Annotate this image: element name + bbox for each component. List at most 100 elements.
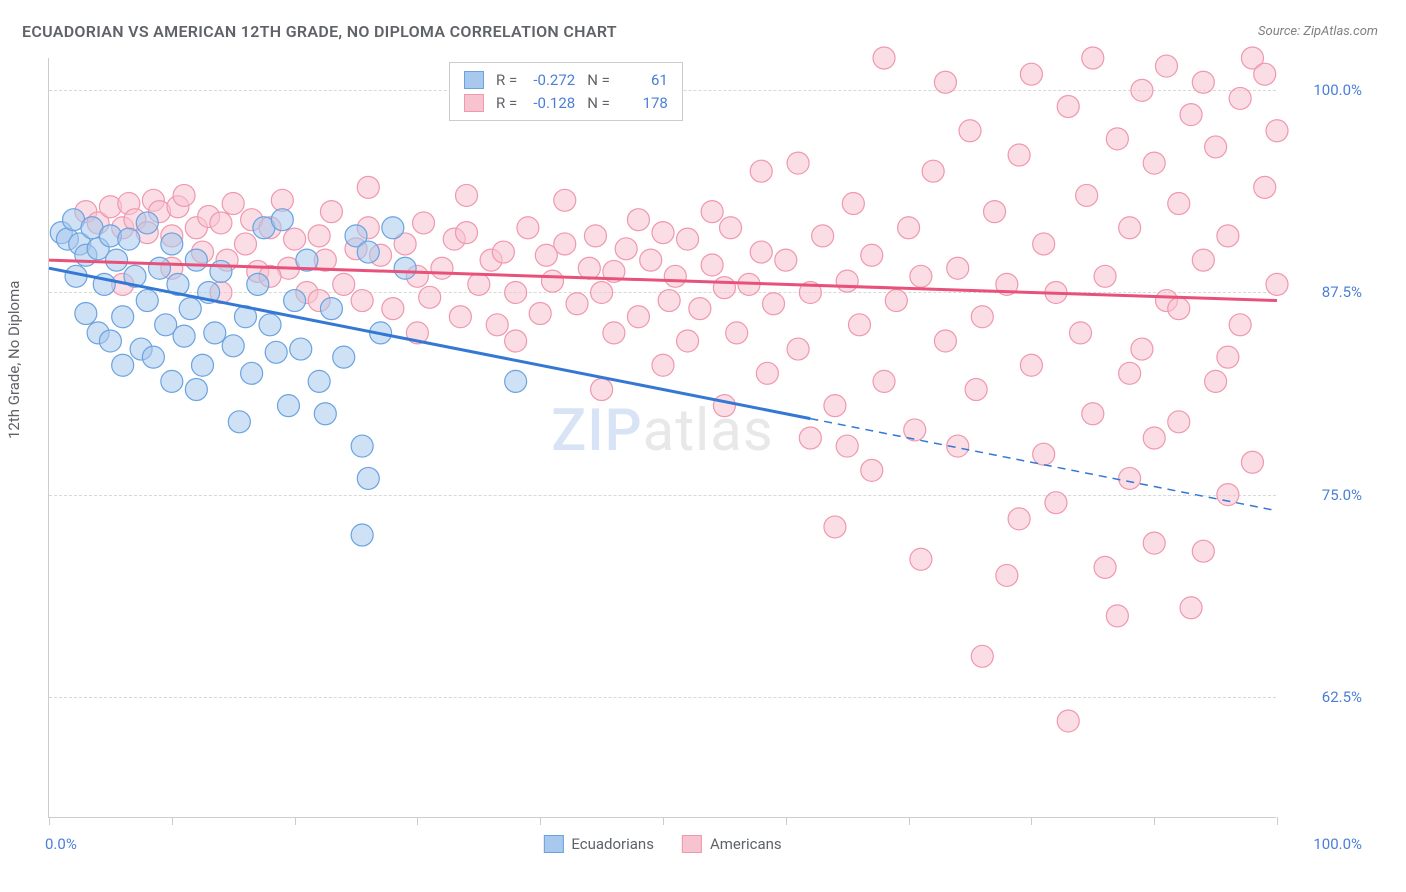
scatter-point xyxy=(1119,217,1141,239)
scatter-point xyxy=(566,293,588,315)
scatter-point xyxy=(1229,87,1251,109)
scatter-point xyxy=(1143,427,1165,449)
scatter-point xyxy=(1266,273,1288,295)
scatter-point xyxy=(486,314,508,336)
scatter-point xyxy=(1070,322,1092,344)
scatter-point xyxy=(431,257,453,279)
scatter-point xyxy=(627,209,649,231)
scatter-point xyxy=(1131,79,1153,101)
scatter-point xyxy=(1076,184,1098,206)
scatter-point xyxy=(234,233,256,255)
scatter-point xyxy=(228,411,250,433)
r-value-2: -0.128 xyxy=(525,92,575,115)
scatter-point xyxy=(456,222,478,244)
scatter-point xyxy=(1168,298,1190,320)
x-tick xyxy=(1031,817,1032,825)
scatter-point xyxy=(1229,314,1251,336)
scatter-point xyxy=(357,241,379,263)
scatter-point xyxy=(357,467,379,489)
scatter-point xyxy=(898,217,920,239)
bottom-legend-item-2: Americans xyxy=(682,835,782,853)
scatter-point xyxy=(996,564,1018,586)
scatter-point xyxy=(351,435,373,457)
scatter-point xyxy=(713,277,735,299)
x-axis-min-label: 0.0% xyxy=(45,835,77,853)
scatter-point xyxy=(308,370,330,392)
scatter-point xyxy=(277,395,299,417)
scatter-point xyxy=(1020,354,1042,376)
scatter-point xyxy=(142,346,164,368)
scatter-point xyxy=(959,120,981,142)
scatter-point xyxy=(247,273,269,295)
scatter-point xyxy=(517,217,539,239)
scatter-point xyxy=(161,370,183,392)
scatter-point xyxy=(136,290,158,312)
scatter-point xyxy=(1119,467,1141,489)
scatter-point xyxy=(185,249,207,271)
scatter-point xyxy=(413,212,435,234)
y-axis-title: 12th Grade, No Diploma xyxy=(5,281,23,439)
scatter-point xyxy=(419,286,441,308)
scatter-point xyxy=(984,201,1006,223)
scatter-point xyxy=(456,184,478,206)
y-tick-label: 100.0% xyxy=(1286,81,1362,99)
scatter-point xyxy=(1033,233,1055,255)
r-value-1: -0.272 xyxy=(525,69,575,92)
scatter-point xyxy=(1094,265,1116,287)
legend-swatch-americans xyxy=(682,835,702,853)
scatter-point xyxy=(824,395,846,417)
scatter-point xyxy=(1180,104,1202,126)
y-tick-label: 62.5% xyxy=(1286,688,1362,706)
scatter-point xyxy=(468,273,490,295)
scatter-point xyxy=(713,395,735,417)
legend-swatch-americans xyxy=(464,94,484,112)
scatter-point xyxy=(204,322,226,344)
scatter-point xyxy=(492,241,514,263)
scatter-point xyxy=(1057,710,1079,732)
scatter-point xyxy=(529,302,551,324)
scatter-point xyxy=(591,378,613,400)
scatter-point xyxy=(1192,249,1214,271)
legend-stats-box: R = -0.272 N = 61 R = -0.128 N = 178 xyxy=(449,62,683,121)
scatter-point xyxy=(449,306,471,328)
x-tick xyxy=(786,817,787,825)
scatter-point xyxy=(351,524,373,546)
scatter-point xyxy=(173,184,195,206)
x-tick xyxy=(295,817,296,825)
scatter-point xyxy=(584,225,606,247)
x-tick xyxy=(1277,817,1278,825)
scatter-point xyxy=(351,290,373,312)
scatter-point xyxy=(701,201,723,223)
scatter-point xyxy=(1131,338,1153,360)
scatter-point xyxy=(861,459,883,481)
scatter-point xyxy=(136,212,158,234)
scatter-point xyxy=(885,290,907,312)
scatter-point xyxy=(185,378,207,400)
scatter-point xyxy=(284,290,306,312)
x-tick xyxy=(540,817,541,825)
scatter-point xyxy=(1155,55,1177,77)
scatter-point xyxy=(627,306,649,328)
scatter-point xyxy=(308,225,330,247)
scatter-point xyxy=(192,354,214,376)
scatter-point xyxy=(1217,225,1239,247)
scatter-point xyxy=(284,228,306,250)
x-tick xyxy=(417,817,418,825)
scatter-point xyxy=(149,257,171,279)
scatter-point xyxy=(333,346,355,368)
scatter-point xyxy=(947,257,969,279)
scatter-point xyxy=(271,189,293,211)
scatter-point xyxy=(799,427,821,449)
scatter-point xyxy=(1020,63,1042,85)
scatter-point xyxy=(861,244,883,266)
scatter-point xyxy=(965,378,987,400)
scatter-point xyxy=(971,645,993,667)
n-label: N = xyxy=(587,69,610,92)
scatter-point xyxy=(603,322,625,344)
scatter-point xyxy=(1168,193,1190,215)
scatter-point xyxy=(1192,71,1214,93)
plot-area: ZIPatlas R = -0.272 N = 61 R = -0.128 N … xyxy=(48,58,1276,818)
scatter-point xyxy=(1254,63,1276,85)
scatter-point xyxy=(106,249,128,271)
scatter-point xyxy=(118,228,140,250)
